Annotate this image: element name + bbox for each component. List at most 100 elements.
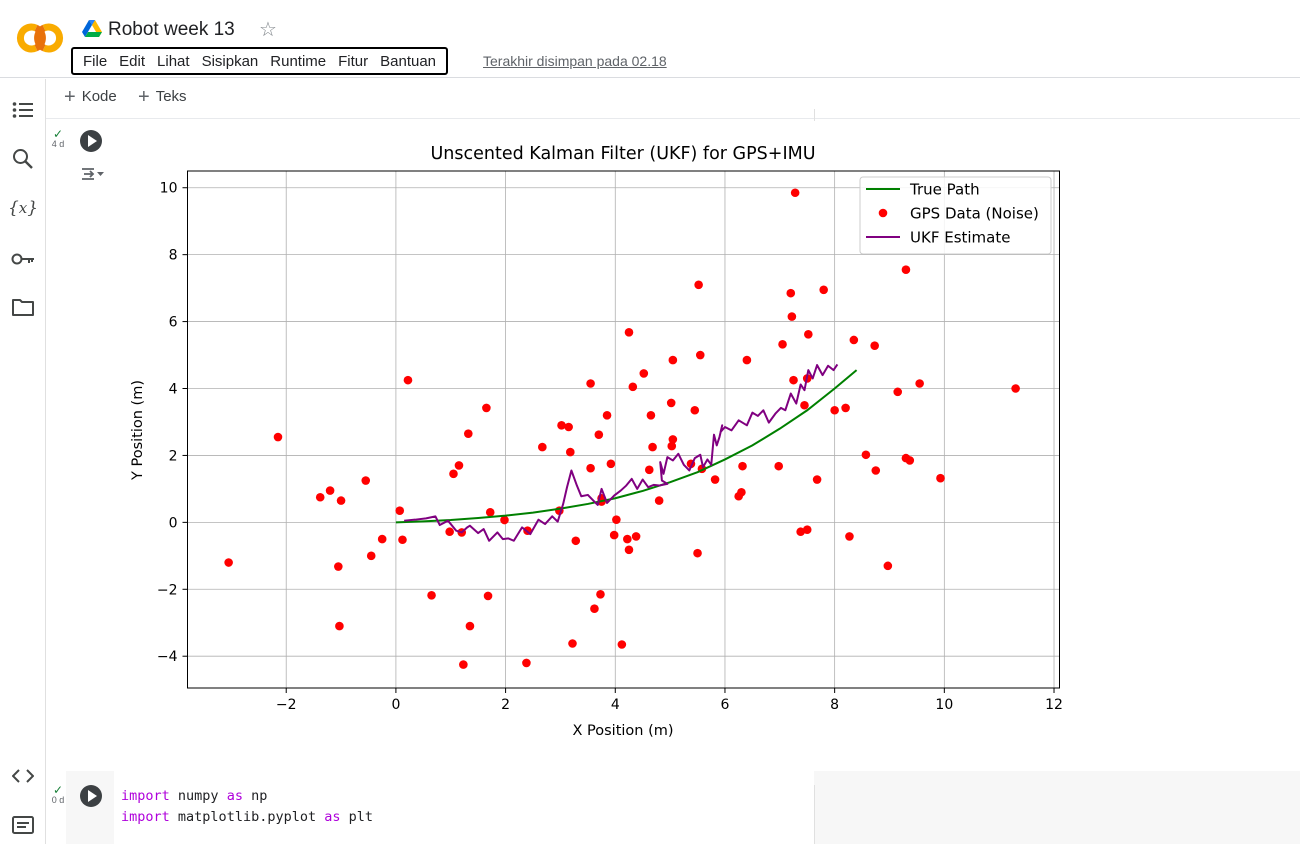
gps-point (395, 506, 405, 515)
gps-point (845, 532, 854, 541)
gps-point (690, 405, 700, 415)
star-outline-icon[interactable]: ☆ (259, 19, 277, 41)
output-toggle-icon[interactable] (80, 163, 106, 185)
y-tick-label: 4 (169, 382, 178, 398)
notebook-title[interactable]: Robot week 13 (108, 19, 235, 40)
gps-point (628, 382, 638, 392)
gps-point (786, 288, 796, 298)
menu-help[interactable]: Bantuan (380, 52, 437, 70)
plus-icon: + (138, 85, 150, 108)
gps-point (485, 508, 495, 517)
search-icon[interactable] (11, 147, 35, 171)
y-tick-label: −2 (157, 582, 178, 598)
last-saved-link[interactable]: Terakhir disimpan pada 02.18 (483, 53, 667, 69)
gps-point (693, 548, 702, 558)
menu-runtime[interactable]: Runtime (270, 52, 327, 70)
keyword: as (324, 809, 341, 825)
add-code-cell-button[interactable]: + Kode (64, 87, 117, 107)
gps-point (609, 530, 619, 540)
gps-point (667, 441, 677, 451)
menu-insert[interactable]: Sisipkan (201, 52, 259, 70)
x-tick-label: 12 (1045, 697, 1063, 713)
gps-point (590, 604, 599, 613)
gps-point (594, 430, 604, 439)
gps-point (483, 591, 493, 601)
gps-point (459, 660, 468, 669)
x-tick-label: 6 (720, 697, 729, 713)
ukf-chart: −2 0 2 4 6 8 10 12 −4 −2 0 2 4 6 8 10 Unscented Kalman … (130, 144, 1063, 739)
gps-point (449, 469, 458, 479)
gps-point (738, 461, 747, 471)
gps-point (841, 403, 850, 413)
gps-point (802, 525, 812, 535)
gps-point (646, 410, 656, 420)
google-drive-icon[interactable] (82, 20, 102, 38)
gps-point (586, 463, 595, 473)
module-name: numpy (177, 788, 219, 804)
menu-file[interactable]: File (83, 52, 108, 70)
gps-point (602, 410, 612, 420)
x-tick-label: −2 (276, 697, 297, 713)
keyword: import (121, 809, 170, 825)
gps-point (606, 459, 616, 469)
legend-true-path-label: True Path (909, 181, 980, 199)
gps-point (586, 379, 595, 388)
gps-point (361, 476, 371, 485)
x-tick-label: 8 (830, 697, 839, 713)
variables-icon[interactable]: {x} (7, 198, 39, 218)
y-tick-label: 10 (160, 181, 178, 197)
run-cell-button[interactable] (80, 130, 102, 152)
gps-point (482, 403, 491, 413)
code-snippets-icon[interactable] (11, 764, 35, 788)
execution-time: 0 d (51, 795, 65, 805)
gps-point (668, 355, 678, 365)
gps-point (557, 421, 566, 430)
files-folder-icon[interactable] (11, 295, 35, 319)
terminal-icon[interactable] (11, 813, 35, 837)
gps-point (454, 461, 464, 470)
gps-point (377, 534, 387, 544)
menu-edit[interactable]: Edit (119, 52, 146, 70)
gps-point (366, 551, 376, 561)
legend-gps-label: GPS Data (Noise) (910, 205, 1039, 223)
gps-point (915, 379, 924, 388)
gps-point (936, 473, 945, 483)
colab-logo[interactable] (14, 20, 66, 56)
x-tick-label: 0 (391, 697, 400, 713)
gps-point (644, 465, 654, 475)
y-tick-label: 2 (169, 448, 178, 464)
gps-point (830, 405, 839, 415)
gps-point (538, 442, 547, 452)
gps-point (500, 515, 509, 525)
run-cell-button[interactable] (80, 785, 102, 807)
menu-view[interactable]: Lihat (157, 52, 190, 70)
ukf-estimate-line (404, 363, 839, 542)
menu-tools[interactable]: Fitur (338, 52, 369, 70)
code-cell: import numpy as np import matplotlib.pyp… (66, 771, 1300, 844)
gps-point (695, 350, 705, 360)
app-header: Robot week 13 ☆ File Edit Lihat Sisipkan… (0, 0, 1300, 78)
table-of-contents-icon[interactable] (11, 98, 35, 122)
add-text-cell-button[interactable]: + Teks (138, 85, 187, 108)
gps-point (883, 561, 893, 571)
gps-point (398, 535, 407, 545)
gps-point (787, 312, 797, 321)
gps-point (893, 387, 903, 397)
cell-execution-status: ✓ 4 d (48, 128, 68, 149)
gps-point (273, 432, 283, 442)
y-tick-label: 8 (169, 248, 178, 264)
legend-gps-swatch (878, 208, 888, 218)
legend-box (859, 176, 1052, 255)
gps-point (623, 534, 632, 544)
y-tick-label: 6 (169, 315, 178, 331)
gps-point (737, 487, 746, 497)
toolbar-divider (814, 109, 815, 121)
gps-point (870, 341, 879, 350)
left-sidebar: {x} (0, 79, 46, 844)
gps-point (778, 340, 787, 349)
axes-frame (187, 170, 1060, 689)
secrets-key-icon[interactable] (11, 247, 35, 271)
gps-point (445, 527, 454, 537)
true-path-line (395, 369, 858, 524)
code-editor[interactable]: import numpy as np import matplotlib.pyp… (114, 771, 814, 844)
